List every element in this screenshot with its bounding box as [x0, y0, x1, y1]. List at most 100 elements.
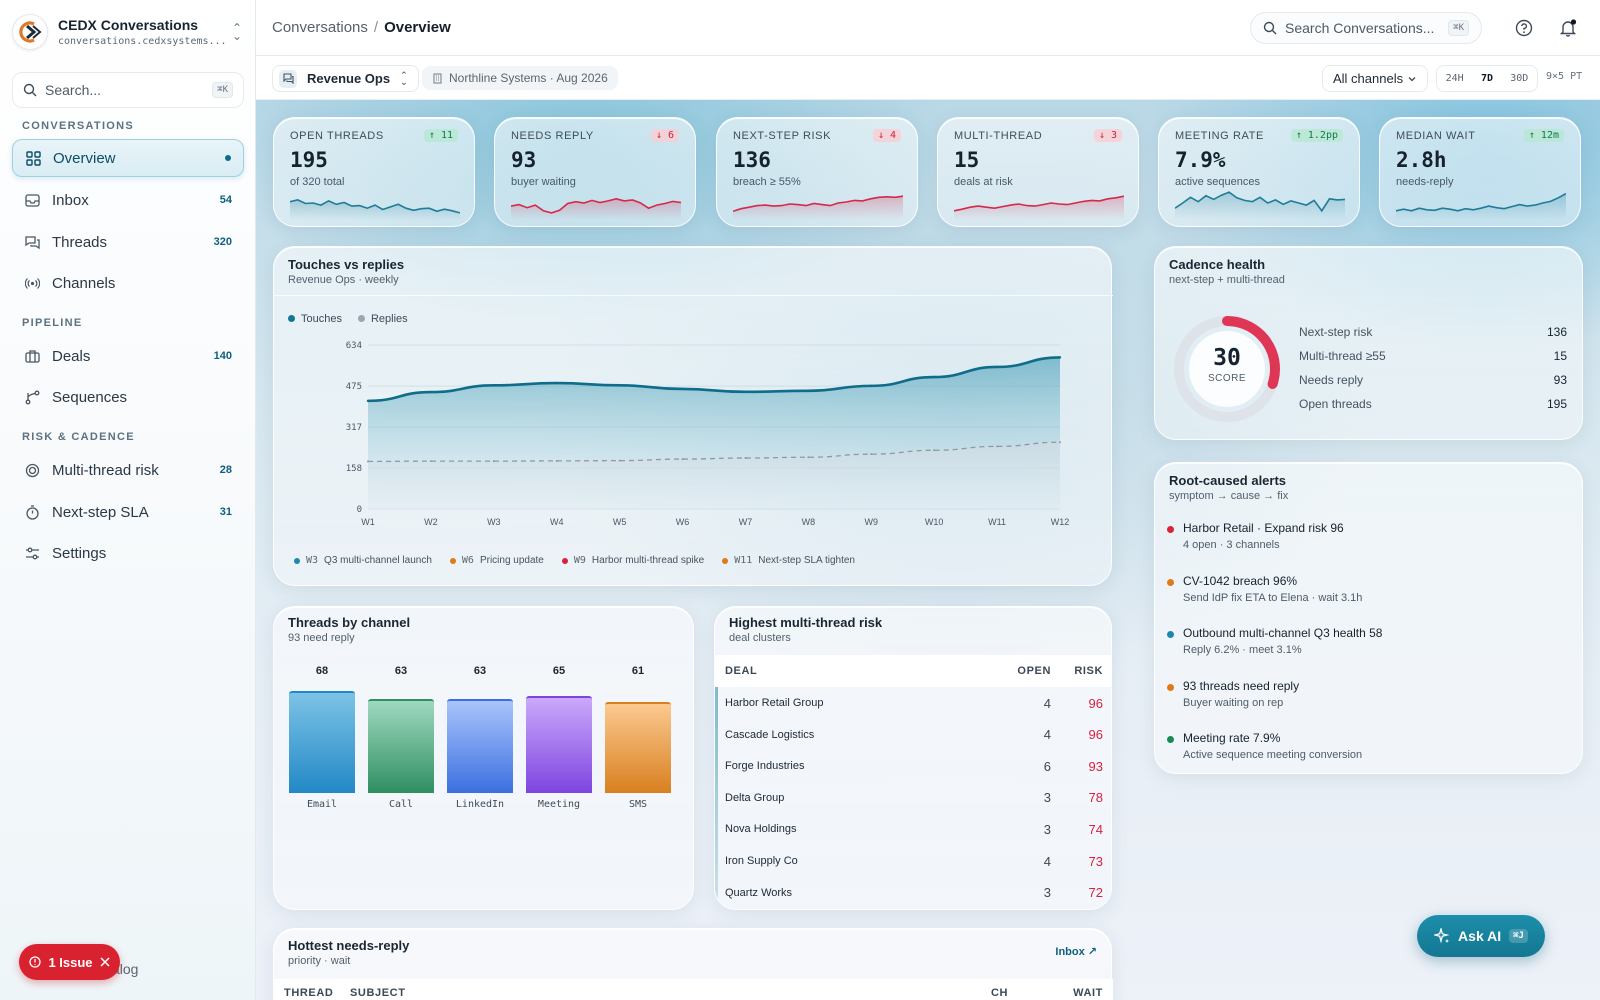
touches-point[interactable] [492, 384, 496, 387]
risk-table-header: DEAL OPEN RISK [715, 655, 1111, 687]
table-row[interactable]: Harbor Retail Group 4 96 [715, 687, 1111, 719]
replies-point[interactable] [996, 445, 999, 448]
touches-point[interactable] [932, 375, 936, 379]
metric-value: 136 [1546, 325, 1567, 339]
legend-replies[interactable]: Replies [357, 313, 408, 325]
replies-point[interactable] [555, 459, 558, 462]
issue-label: 1 Issue [48, 954, 93, 970]
table-row[interactable]: Forge Industries 6 93 [715, 750, 1111, 782]
table-row[interactable]: Iron Supply Co 4 73 [715, 845, 1111, 877]
legend-touches[interactable]: Touches [288, 313, 342, 325]
sidebar-item-count: 31 [219, 506, 232, 518]
replies-point[interactable] [807, 456, 810, 459]
replies-point[interactable] [933, 449, 936, 452]
breadcrumb-root[interactable]: Conversations [272, 19, 368, 36]
chart-annotation[interactable]: W6 Pricing update [449, 555, 544, 566]
kpi-sub: of 320 total [290, 176, 345, 188]
score-readout: 30 SCORE [1171, 345, 1283, 384]
kpi-meeting-rate[interactable]: MEETING RATE ↑ 1.2pp 7.9% active sequenc… [1158, 117, 1360, 227]
sidebar-item-overview[interactable]: Overview [12, 139, 244, 177]
replies-point[interactable] [367, 460, 369, 463]
table-row[interactable]: Nova Holdings 3 74 [715, 813, 1111, 845]
alert-title: CV-1042 breach 96% [1183, 573, 1298, 588]
bell-icon[interactable] [1558, 18, 1578, 38]
alert-item[interactable]: CV-1042 breach 96% Send IdP fix ETA to El… [1167, 574, 1362, 604]
table-row[interactable]: Cascade Logistics 4 96 [715, 719, 1111, 751]
replies-point[interactable] [744, 457, 747, 460]
touches-point[interactable] [681, 387, 684, 391]
cedx-logo [12, 14, 48, 50]
alert-circle-icon [29, 956, 42, 968]
channel-bar-call[interactable] [368, 698, 434, 793]
workspace-switcher[interactable]: CEDX Conversations conversations.cedxsys… [12, 12, 244, 52]
kpi-median-wait[interactable]: MEDIAN WAIT ↑ 12m 2.8h needs-reply [1379, 117, 1581, 227]
channel-bar-email[interactable] [289, 691, 355, 793]
touches-point[interactable] [555, 381, 558, 385]
replies-point[interactable] [618, 459, 621, 462]
range-30d[interactable]: 30D [1510, 73, 1529, 84]
ask-ai-button[interactable]: Ask AI ⌘J [1417, 915, 1545, 957]
chart-annotation[interactable]: W3 Q3 multi-channel launch [294, 555, 432, 566]
kpi-next-step-risk[interactable]: NEXT-STEP RISK ↓ 4 136 breach ≥ 55% [716, 117, 918, 227]
sidebar-item-threads[interactable]: Threads 320 [12, 223, 244, 261]
channel-bar-meeting[interactable] [526, 695, 592, 793]
annotation-dot [449, 557, 456, 564]
sidebar-item-multi-thread-risk[interactable]: Multi-thread risk 28 [12, 451, 244, 489]
alert-dot [1167, 526, 1174, 533]
sidebar-search[interactable]: Search... ⌘K [12, 72, 244, 108]
channel-select[interactable]: All channels [1322, 65, 1428, 92]
touches-point[interactable] [1058, 356, 1062, 359]
filter-bar: Revenue Ops ⌃ ⌄ Northline Systems · Aug 2… [256, 56, 1600, 100]
kpi-needs-reply[interactable]: NEEDS REPLY ↓ 6 93 buyer waiting [494, 117, 696, 227]
table-row[interactable]: Quartz Works 3 72 [715, 877, 1111, 909]
hottest-table-header: THREAD SUBJECT CH WAIT [274, 979, 1113, 1000]
x-tick-label: W6 [676, 517, 690, 527]
global-search[interactable]: Search Conversations... ⌘K [1250, 12, 1482, 44]
replies-point[interactable] [681, 458, 684, 461]
inbox-icon [24, 192, 40, 208]
dashboard-canvas: OPEN THREADS ↑ 11 195 of 320 total NEEDS… [256, 100, 1600, 1000]
kpi-open-threads[interactable]: OPEN THREADS ↑ 11 195 of 320 total [273, 117, 475, 227]
help-icon[interactable] [1514, 18, 1534, 38]
range-7d[interactable]: 7D [1480, 73, 1493, 84]
sparkline [1396, 192, 1566, 220]
channel-bar-linkedin[interactable] [447, 698, 513, 793]
gauge-value-arc [1174, 316, 1280, 422]
touches-point[interactable] [429, 390, 433, 394]
kpi-value: 195 [290, 148, 328, 172]
issue-badge[interactable]: 1 Issue [19, 944, 120, 980]
sidebar-item-sequences[interactable]: Sequences [12, 378, 244, 416]
alert-item[interactable]: Harbor Retail · Expand risk 96 4 open · 3… [1167, 521, 1344, 551]
replies-point[interactable] [1059, 441, 1061, 444]
touches-point[interactable] [744, 390, 747, 394]
alert-item[interactable]: Meeting rate 7.9% Active sequence meeting… [1167, 731, 1362, 761]
alert-item[interactable]: 93 threads need reply Buyer waiting on re… [1167, 679, 1299, 709]
replies-point[interactable] [429, 460, 432, 463]
sidebar-item-settings[interactable]: Settings [12, 534, 244, 572]
col-open: OPEN [1017, 665, 1051, 677]
kpi-multi-thread[interactable]: MULTI-THREAD ↓ 3 15 deals at risk [937, 117, 1139, 227]
sidebar-item-next-step-sla[interactable]: Next-step SLA 31 [12, 493, 244, 531]
touches-point[interactable] [995, 365, 999, 369]
sparkline-area [1396, 193, 1566, 220]
range-24h[interactable]: 24H [1445, 73, 1464, 84]
close-icon[interactable] [100, 957, 110, 967]
touches-point[interactable] [618, 384, 621, 387]
replies-point[interactable] [870, 453, 873, 456]
touches-point[interactable] [870, 384, 873, 388]
touches-point[interactable] [366, 399, 370, 403]
table-row[interactable]: Delta Group 3 78 [715, 782, 1111, 814]
alert-item[interactable]: Outbound multi-channel Q3 health 58 Reply… [1167, 626, 1382, 656]
sidebar-item-channels[interactable]: Channels [12, 264, 244, 302]
alert-title: Outbound multi-channel Q3 health 58 [1183, 626, 1383, 640]
channel-bar-sms[interactable] [605, 701, 671, 793]
touches-point[interactable] [807, 389, 810, 392]
replies-point[interactable] [492, 460, 495, 463]
chart-annotation[interactable]: W9 Harbor multi-thread spike [561, 555, 704, 566]
chart-annotation[interactable]: W11 Next-step SLA tighten [722, 555, 855, 566]
sidebar-item-inbox[interactable]: Inbox 54 [12, 181, 244, 219]
sidebar-item-deals[interactable]: Deals 140 [12, 337, 244, 375]
workspace-select[interactable]: Revenue Ops ⌃ ⌄ [272, 65, 419, 92]
panel-subtitle: 93 need reply [288, 632, 355, 644]
inbox-link[interactable]: Inbox ↗ [1055, 946, 1097, 958]
